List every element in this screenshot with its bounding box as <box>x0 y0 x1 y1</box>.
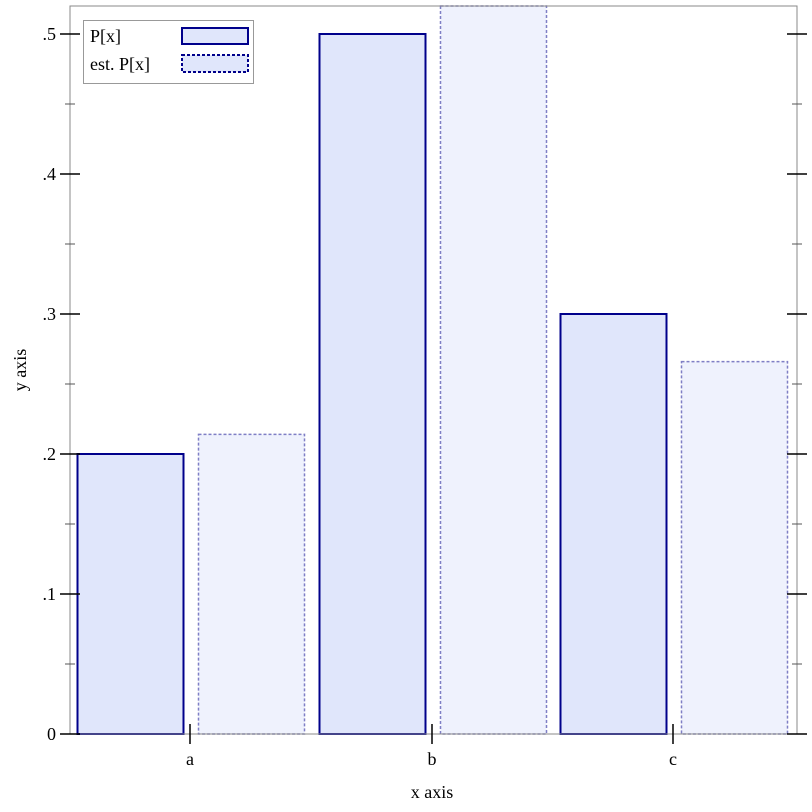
y-tick-label: .2 <box>43 444 57 464</box>
x-tick-label-b: b <box>428 749 437 769</box>
x-axis-label: x axis <box>411 782 454 802</box>
y-tick-label: 0 <box>47 724 56 744</box>
legend-swatch-p <box>181 27 249 45</box>
x-tick-label-c: c <box>669 749 677 769</box>
bar-p-c <box>559 313 668 735</box>
y-tick-label: .1 <box>43 584 57 604</box>
y-axis-label: y axis <box>10 349 30 392</box>
plot-frame <box>69 5 798 735</box>
legend: P[x] est. P[x] <box>83 20 254 84</box>
y-tick-label: .5 <box>43 24 57 44</box>
bar-p-a <box>76 453 185 735</box>
legend-label-est: est. P[x] <box>90 54 150 74</box>
bar-est-b <box>439 5 548 735</box>
y-tick-label: .3 <box>43 304 57 324</box>
bar-p-b <box>318 33 427 735</box>
x-tick-label-a: a <box>186 749 194 769</box>
y-tick-label: .4 <box>43 164 57 184</box>
legend-swatch-est <box>181 54 249 73</box>
legend-label-p: P[x] <box>90 26 121 46</box>
bar-est-a <box>197 433 306 735</box>
bar-est-c <box>680 360 789 735</box>
